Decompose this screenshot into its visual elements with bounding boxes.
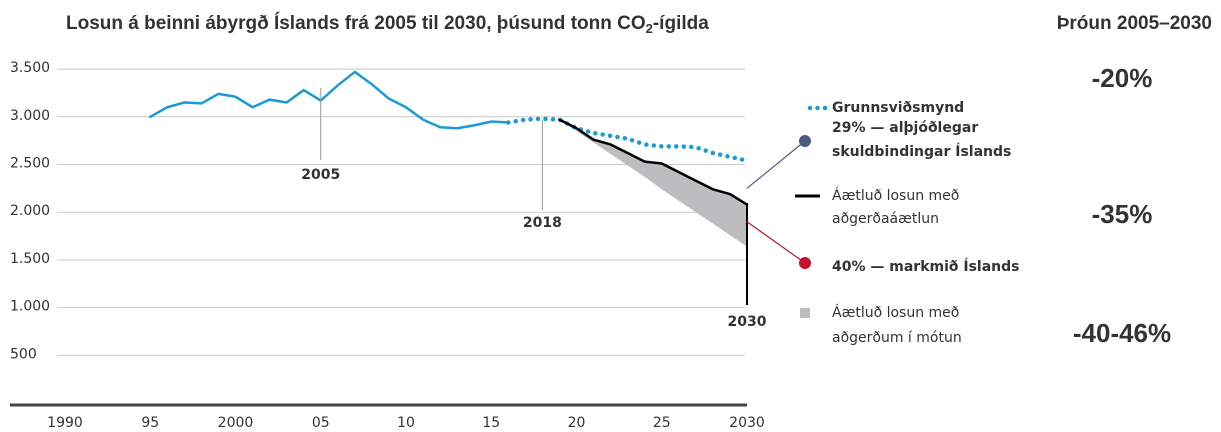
target-connector — [746, 221, 806, 264]
title-subscript: 2 — [646, 21, 653, 36]
legend-marker — [800, 308, 810, 318]
y-tick-label: 3.500 — [10, 60, 50, 76]
x-tick-label: 95 — [141, 415, 159, 431]
dotted-line — [506, 116, 750, 163]
legend-marker — [799, 135, 811, 147]
x-tick-label: 2000 — [218, 415, 254, 431]
x-tick-label: 05 — [312, 415, 330, 431]
title-part: Losun á beinni ábyrgð Íslands frá 2005 t… — [66, 12, 646, 34]
y-tick-label: 1.000 — [10, 299, 50, 315]
legend-label: aðgerðaáætlun — [832, 211, 939, 227]
y-tick-label: 3.000 — [10, 108, 50, 124]
target-connector — [746, 140, 806, 189]
band-area — [559, 119, 747, 247]
annotation-label: 2018 — [523, 215, 562, 231]
chart-title: Losun á beinni ábyrgð Íslands frá 2005 t… — [66, 12, 709, 36]
legend-label: Áætluð losun með — [832, 187, 959, 204]
x-tick-label: 1990 — [47, 415, 83, 431]
annotation-label: 2005 — [301, 167, 340, 183]
legend-label: aðgerðum í mótun — [832, 330, 962, 346]
x-tick-label: 20 — [568, 415, 586, 431]
x-tick-label: 15 — [482, 415, 500, 431]
change-value: -40-46% — [1073, 318, 1171, 348]
annotation-label: 2030 — [728, 314, 767, 330]
y-tick-label: 1.500 — [10, 251, 50, 267]
legend-label: skuldbindingar Íslands — [832, 143, 1011, 160]
y-tick-label: 2.500 — [10, 155, 50, 171]
legend-label: Áætluð losun með — [832, 304, 959, 321]
legend-label: Grunnsviðsmynd — [832, 100, 964, 116]
legend-label: 29% — alþjóðlegar — [832, 120, 978, 136]
line — [558, 118, 749, 206]
title-part: -ígilda — [653, 13, 709, 34]
legend-marker — [799, 257, 811, 269]
change-value: -20% — [1092, 63, 1153, 93]
legend-label: 40% — markmið Íslands — [832, 258, 1020, 275]
x-tick-label: 10 — [397, 415, 415, 431]
line — [149, 70, 510, 130]
x-tick-label: 25 — [653, 415, 671, 431]
change-value: -35% — [1092, 199, 1153, 229]
x-tick-label: 2030 — [729, 415, 765, 431]
change-header: Þróun 2005–2030 — [1057, 13, 1212, 34]
y-tick-label: 500 — [10, 346, 37, 362]
y-tick-label: 2.000 — [10, 203, 50, 219]
